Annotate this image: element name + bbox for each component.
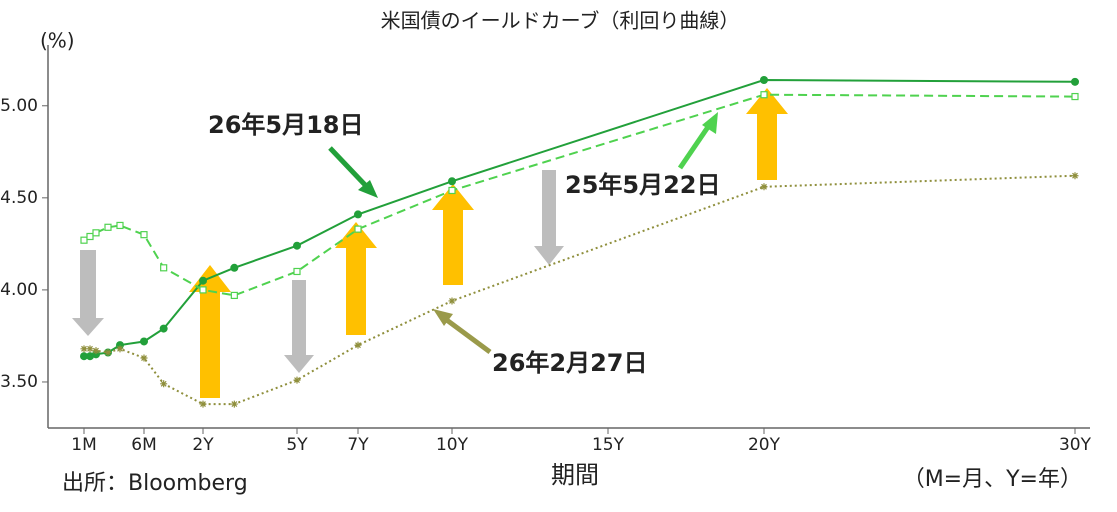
point <box>760 75 768 84</box>
up-arrow <box>746 88 788 180</box>
up-arrow <box>189 265 231 398</box>
series <box>80 172 1079 408</box>
chart-title: 米国債のイールドカーブ（利回り曲線） <box>381 9 740 33</box>
point <box>1071 172 1079 180</box>
pointer-head <box>358 180 378 198</box>
point <box>293 267 301 276</box>
point <box>80 236 88 244</box>
point <box>160 264 168 272</box>
point <box>448 297 456 305</box>
x-tick-label: 5Y <box>286 435 308 455</box>
pointer <box>328 146 370 190</box>
x-tick-label: 10Y <box>436 435 469 455</box>
point <box>1071 92 1079 101</box>
source: 出所：Bloomberg <box>62 471 248 496</box>
down-arrow <box>534 170 564 265</box>
point <box>80 345 88 353</box>
point <box>104 223 112 231</box>
series-label: 26年2月27日 <box>492 349 648 377</box>
x-tick-label: 2Y <box>192 435 214 455</box>
pointer-head <box>433 309 453 326</box>
x-tick-label: 30Y <box>1059 435 1092 455</box>
point <box>760 183 768 191</box>
point <box>293 376 301 384</box>
pointer-head <box>702 112 718 134</box>
point <box>92 347 100 355</box>
point <box>159 324 168 333</box>
x-tick-label: 20Y <box>748 435 781 455</box>
point <box>199 276 207 285</box>
point <box>80 352 88 361</box>
x-tick-label: 15Y <box>592 435 625 455</box>
arrows <box>72 88 788 398</box>
point <box>86 352 95 361</box>
series-label: 25年5月22日 <box>565 171 721 199</box>
point <box>199 400 207 408</box>
point <box>354 210 362 219</box>
pointer <box>442 315 492 355</box>
point <box>86 345 94 353</box>
y-tick-label: 5.00 <box>0 96 38 116</box>
pointer <box>677 122 713 170</box>
point <box>448 186 456 195</box>
point <box>354 341 362 349</box>
point <box>1071 77 1079 86</box>
point <box>230 400 238 408</box>
series <box>80 91 1079 300</box>
y-tick-label: 4.50 <box>0 188 38 208</box>
down-arrow <box>72 250 104 336</box>
point <box>230 291 238 300</box>
point <box>86 232 94 241</box>
point <box>160 380 168 388</box>
x-tick-label: 6M <box>131 435 156 455</box>
down-arrow <box>284 280 314 373</box>
y-tick-label: 4.00 <box>0 280 38 300</box>
point <box>140 231 148 239</box>
series-label: 26年5月18日 <box>208 111 364 139</box>
point <box>140 354 148 362</box>
x-tick-label: 1M <box>71 435 96 455</box>
point <box>116 221 124 230</box>
point <box>92 229 100 237</box>
note: （M=月、Y=年） <box>903 467 1082 492</box>
up-arrow <box>432 184 474 285</box>
x-tick-label: 7Y <box>347 435 369 455</box>
x-axis-label: 期間 <box>551 461 599 489</box>
y-axis-label: (%) <box>40 29 75 53</box>
point <box>760 91 768 99</box>
up-arrow <box>335 222 377 335</box>
point <box>104 349 112 357</box>
point <box>140 337 148 346</box>
point <box>116 345 124 353</box>
point <box>199 286 207 294</box>
point <box>354 225 362 233</box>
point <box>293 241 301 250</box>
point <box>230 263 239 272</box>
y-tick-label: 3.50 <box>0 372 38 392</box>
point <box>448 177 456 186</box>
